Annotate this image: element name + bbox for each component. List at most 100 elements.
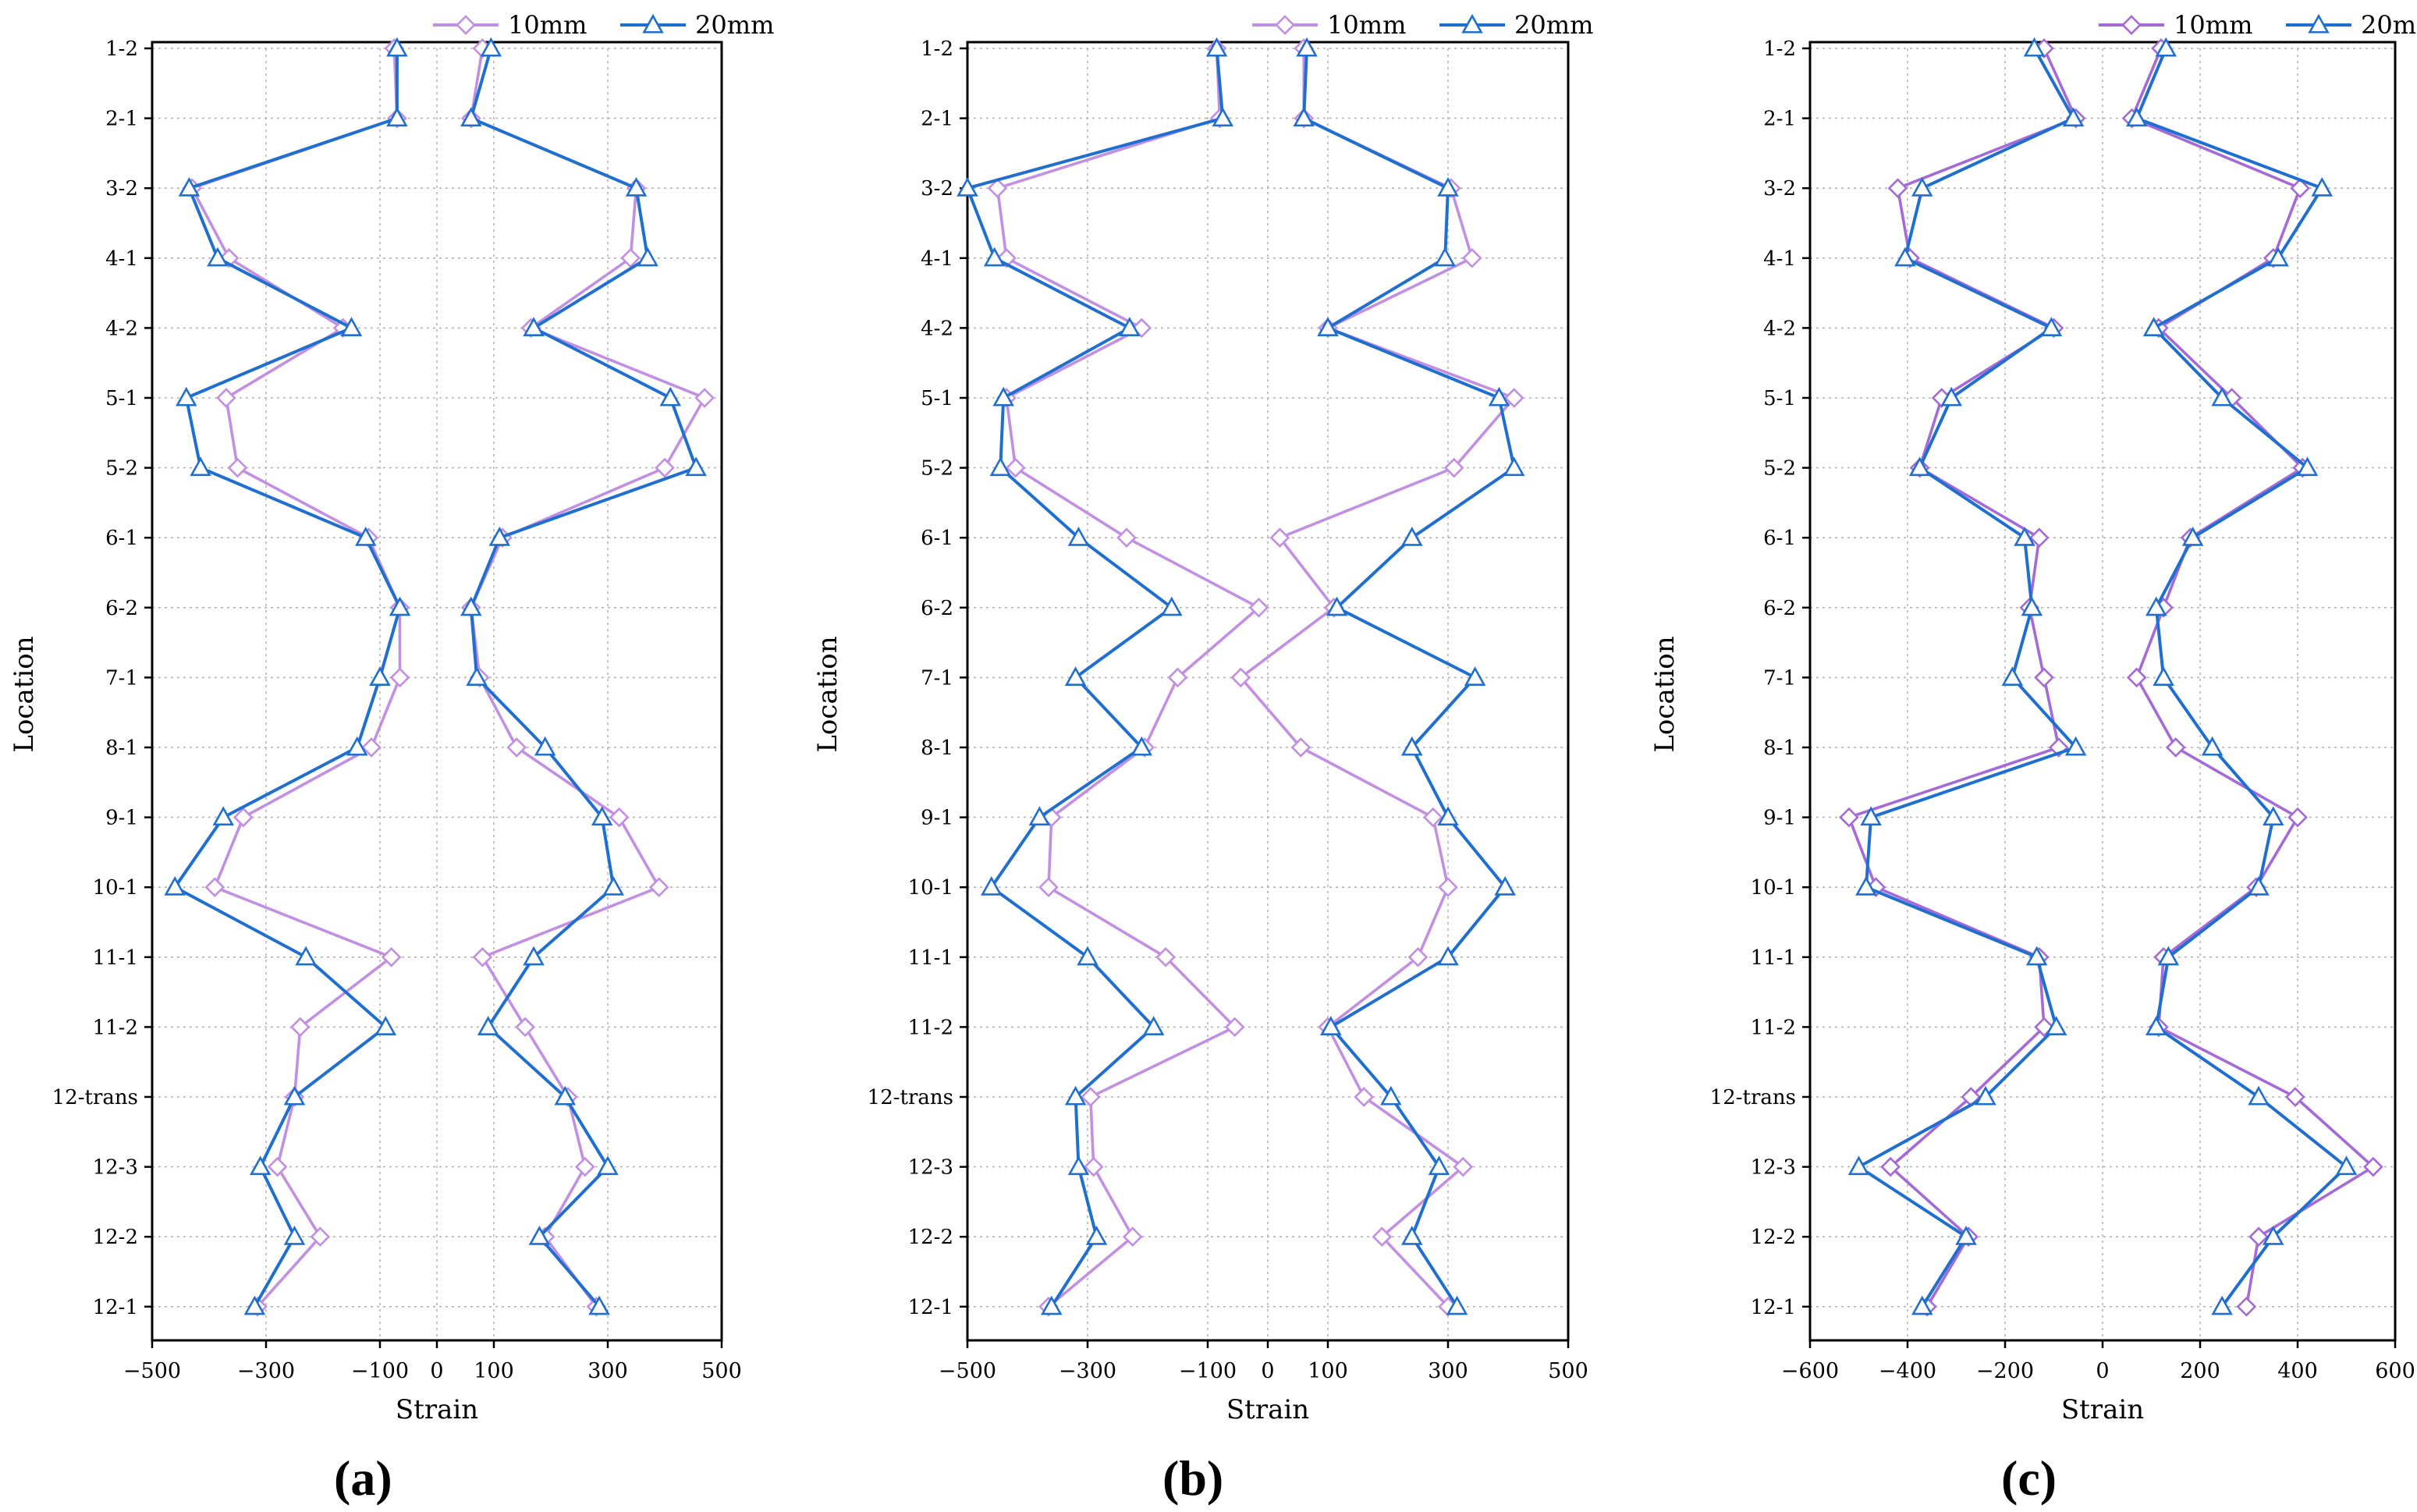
x-tick-label: 0 bbox=[1261, 1359, 1274, 1383]
data-point-10mm bbox=[216, 388, 236, 408]
data-point-20mm bbox=[1911, 176, 1933, 197]
data-point-20mm bbox=[685, 456, 707, 477]
data-point-20mm bbox=[1494, 875, 1516, 896]
y-tick-label: 4-2 bbox=[105, 317, 138, 340]
chart-c: −600 −400 −200 0 200 400 600 1-2 2-1 3-2 4-1 4-2 5-1… bbox=[1649, 10, 2417, 1425]
data-point-10mm bbox=[2126, 667, 2147, 688]
data-point-20mm bbox=[386, 107, 408, 127]
data-point-20mm bbox=[637, 247, 658, 267]
data-point-20mm bbox=[374, 1016, 397, 1035]
data-point-20mm bbox=[2001, 666, 2024, 686]
data-point-10mm bbox=[1269, 527, 1290, 548]
y-tick-label: 6-2 bbox=[1763, 597, 1796, 620]
data-point-20mm bbox=[1077, 946, 1098, 966]
data-point-20mm bbox=[2211, 1295, 2233, 1315]
y-tick-label: 6-1 bbox=[105, 527, 138, 550]
data-point-10mm bbox=[267, 1156, 288, 1177]
legend-marker-20mm bbox=[2308, 13, 2330, 34]
panel-label-a: (a) bbox=[334, 1450, 392, 1506]
y-tick-label: 12-3 bbox=[1751, 1156, 1796, 1180]
y-tick-label: 12-3 bbox=[908, 1156, 953, 1180]
data-point-10mm bbox=[987, 178, 1008, 199]
data-point-20mm bbox=[1975, 1085, 1996, 1106]
data-point-10mm bbox=[506, 737, 527, 758]
data-point-20mm bbox=[957, 176, 978, 197]
y-tick-label: 6-2 bbox=[105, 597, 138, 620]
x-tick-label: 100 bbox=[1308, 1359, 1348, 1383]
data-point-20mm bbox=[1911, 1295, 1933, 1315]
y-axis-title: Location bbox=[812, 636, 843, 752]
x-tick-label: −500 bbox=[123, 1359, 181, 1383]
y-tick-label: 12-trans bbox=[868, 1086, 953, 1109]
data-point-20mm bbox=[523, 317, 545, 336]
y-tick-label: 5-1 bbox=[105, 387, 138, 410]
y-tick-label: 4-1 bbox=[1763, 247, 1796, 271]
legend: 10mm 20mm bbox=[1252, 10, 1593, 40]
legend: 10mm 20mm bbox=[2099, 10, 2417, 40]
data-point-20mm bbox=[588, 1295, 610, 1315]
data-point-20mm bbox=[2045, 1016, 2067, 1035]
y-tick-label: 5-1 bbox=[921, 387, 953, 410]
chart-b: −500 −300 −100 0 100 300 500 1-2 2-1 3-2 4-1 4-2 5-1… bbox=[812, 10, 1593, 1425]
data-point-10mm bbox=[2363, 1156, 2383, 1177]
y-tick-label: 11-1 bbox=[93, 946, 138, 970]
panel-label-b: (b) bbox=[1162, 1450, 1224, 1506]
data-point-10mm bbox=[1083, 1156, 1104, 1177]
y-tick-label: 12-trans bbox=[1710, 1086, 1796, 1109]
y-tick-label: 12-1 bbox=[908, 1296, 953, 1319]
data-point-10mm bbox=[289, 1017, 311, 1038]
data-point-20mm bbox=[207, 247, 229, 267]
data-point-20mm bbox=[2142, 317, 2165, 336]
y-tick-label: 5-2 bbox=[1763, 457, 1796, 481]
legend-marker-10mm bbox=[456, 15, 476, 35]
data-point-20mm bbox=[1320, 1016, 1342, 1035]
data-point-20mm bbox=[477, 1016, 499, 1035]
data-point-20mm bbox=[1860, 806, 1882, 826]
data-point-10mm bbox=[1224, 1017, 1245, 1038]
y-tick-label: 11-2 bbox=[908, 1016, 953, 1039]
data-point-10mm bbox=[232, 807, 254, 828]
series-20mm-right bbox=[460, 37, 707, 1315]
data-point-20mm bbox=[2248, 1085, 2270, 1106]
data-point-20mm bbox=[2040, 317, 2063, 336]
data-point-10mm bbox=[1290, 737, 1311, 758]
series-line-20mm-right bbox=[1302, 48, 1516, 1308]
data-point-20mm bbox=[2201, 736, 2224, 756]
y-tick-label: 8-1 bbox=[1763, 736, 1796, 760]
y-tick-label: 10-1 bbox=[908, 876, 953, 900]
data-point-10mm bbox=[2165, 737, 2186, 758]
data-point-20mm bbox=[243, 1295, 266, 1315]
data-point-20mm bbox=[2064, 736, 2087, 756]
data-point-20mm bbox=[2155, 37, 2177, 57]
data-point-20mm bbox=[1401, 736, 1423, 756]
y-tick-label: 9-1 bbox=[921, 807, 953, 830]
data-point-10mm bbox=[389, 667, 410, 688]
panel-label-c: (c) bbox=[2001, 1450, 2057, 1506]
data-point-10mm bbox=[694, 388, 715, 408]
data-point-10mm bbox=[1354, 1087, 1375, 1107]
data-point-20mm bbox=[1446, 1295, 1468, 1315]
data-point-20mm bbox=[591, 806, 613, 826]
y-axis-title: Location bbox=[1649, 636, 1681, 752]
y-tick-label: 9-1 bbox=[1763, 807, 1796, 830]
data-point-10mm bbox=[1503, 388, 1524, 408]
y-tick-label: 7-1 bbox=[1763, 666, 1796, 690]
data-point-10mm bbox=[648, 877, 669, 898]
y-tick-label: 4-2 bbox=[1763, 317, 1796, 340]
data-point-10mm bbox=[1422, 807, 1443, 828]
data-point-10mm bbox=[1887, 178, 1908, 199]
data-point-20mm bbox=[1380, 1085, 1402, 1106]
data-point-20mm bbox=[2145, 596, 2167, 616]
data-point-20mm bbox=[488, 526, 511, 546]
data-point-20mm bbox=[2248, 875, 2270, 896]
data-point-10mm bbox=[515, 1017, 535, 1038]
data-point-20mm bbox=[369, 666, 391, 686]
x-tick-label: 200 bbox=[2180, 1359, 2220, 1383]
data-point-10mm bbox=[227, 457, 248, 478]
data-point-20mm bbox=[1488, 386, 1510, 406]
data-point-20mm bbox=[1908, 456, 1931, 477]
x-tick-label: −200 bbox=[1976, 1359, 2034, 1383]
x-tick-label: 500 bbox=[701, 1359, 742, 1383]
series-20mm-right bbox=[2125, 37, 2358, 1315]
y-tick-label: 11-1 bbox=[908, 946, 953, 970]
